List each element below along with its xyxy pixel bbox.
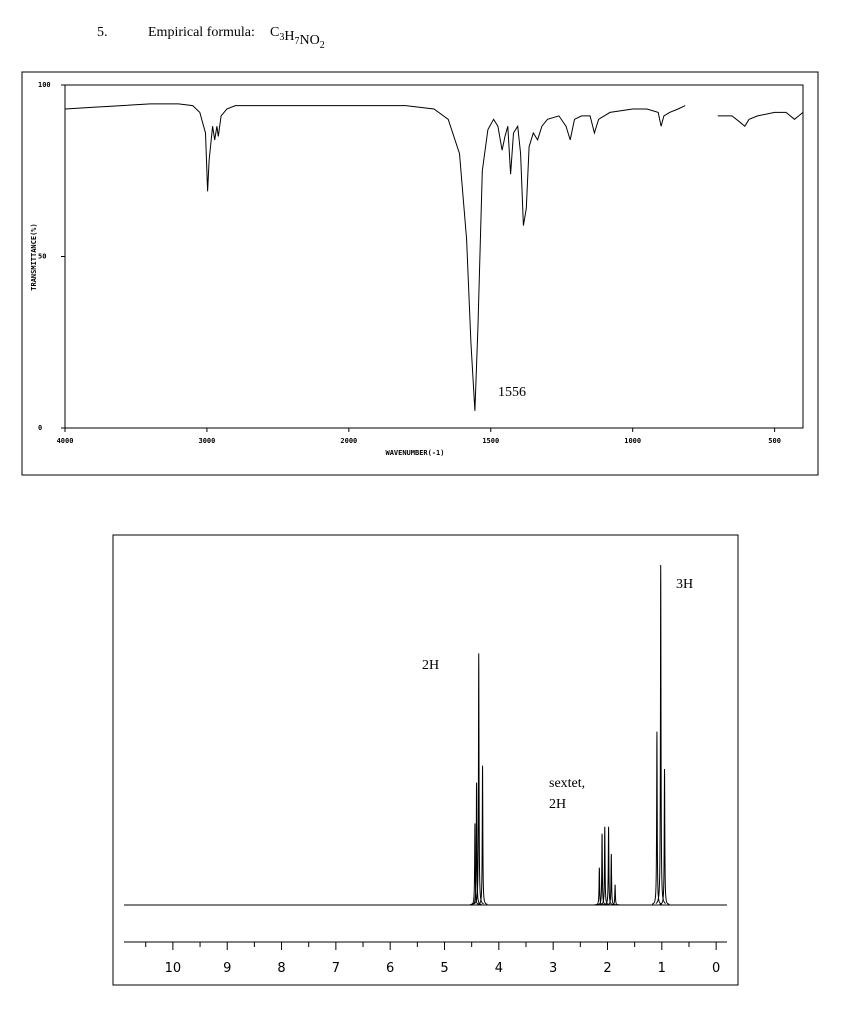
- x-tick-label: 2: [603, 961, 611, 976]
- x-tick-label: 5: [440, 961, 448, 976]
- x-tick-label: 1500: [482, 437, 499, 445]
- annotation: 1556: [498, 385, 526, 400]
- peak: [477, 765, 488, 905]
- peak: [659, 768, 670, 905]
- annotation: 2H: [422, 658, 439, 673]
- x-tick-label: 7: [332, 961, 340, 976]
- x-tick-label: 0: [712, 961, 720, 976]
- annotation: sextet,: [549, 776, 585, 791]
- x-tick-label: 3: [549, 961, 557, 976]
- formula-symbol: H: [284, 29, 294, 44]
- peak: [606, 853, 617, 906]
- formula-label: Empirical formula:: [148, 25, 255, 40]
- ir-plot-area: [64, 84, 804, 429]
- annotation: 3H: [676, 577, 693, 592]
- formula: C3H7NO2: [270, 25, 325, 51]
- x-tick-label: 4: [495, 961, 503, 976]
- x-axis-label: WAVENUMBER(-1): [385, 449, 444, 457]
- x-tick-label: 500: [768, 437, 781, 445]
- peak: [610, 884, 620, 906]
- peak: [594, 867, 605, 906]
- x-tick-label: 1000: [624, 437, 641, 445]
- peak: [655, 564, 666, 904]
- peak: [651, 731, 662, 905]
- x-tick-label: 3000: [198, 437, 215, 445]
- x-tick-label: 4000: [57, 437, 74, 445]
- y-axis-label: TRANSMITTANCE(%): [30, 223, 38, 290]
- x-tick-label: 10: [165, 961, 182, 976]
- x-tick-label: 1: [658, 961, 666, 976]
- peak: [603, 826, 614, 906]
- formula-subscript: 2: [320, 40, 325, 51]
- item-number: 5.: [97, 25, 108, 40]
- formula-subscript: 7: [294, 36, 299, 47]
- formula-subscript: 3: [279, 32, 284, 43]
- y-tick-label: 100: [38, 81, 51, 89]
- y-tick-label: 0: [38, 424, 42, 432]
- ir-frame: [21, 71, 819, 476]
- x-tick-label: 8: [277, 961, 285, 976]
- spectrum-line: [64, 103, 804, 411]
- nmr-frame: [112, 534, 739, 986]
- x-tick-label: 9: [223, 961, 231, 976]
- y-tick-label: 50: [38, 253, 46, 261]
- x-tick-label: 2000: [340, 437, 357, 445]
- formula-symbol: NO: [299, 33, 319, 48]
- annotation: 2H: [549, 797, 566, 812]
- formula-symbol: C: [270, 25, 279, 40]
- x-tick-label: 6: [386, 961, 394, 976]
- peak: [473, 653, 484, 905]
